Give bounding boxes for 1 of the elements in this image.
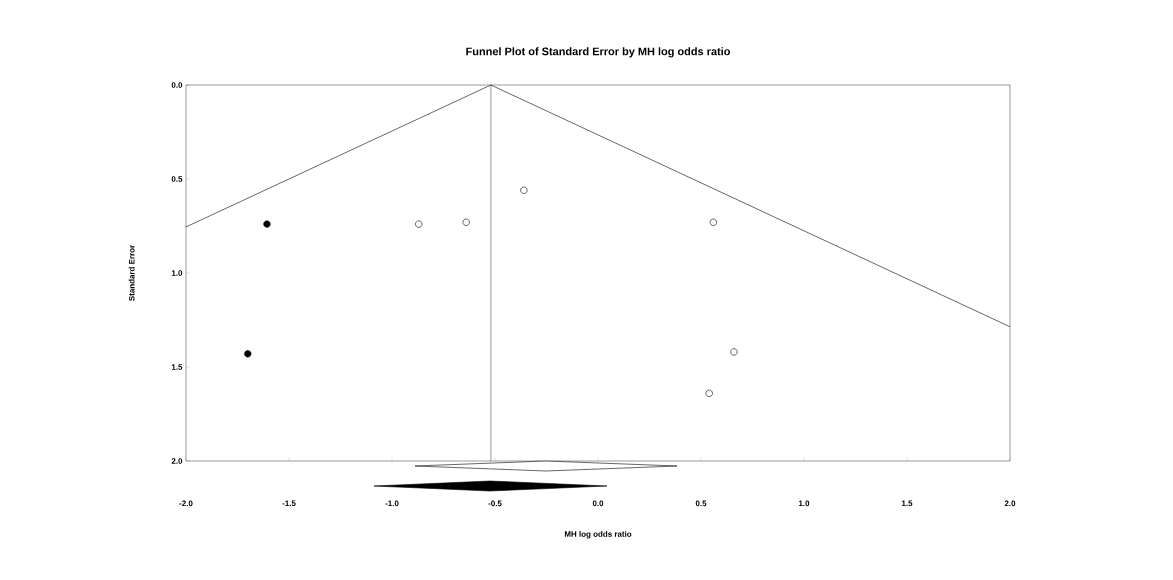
- chart-title: Funnel Plot of Standard Error by MH log odds ratio: [466, 47, 731, 58]
